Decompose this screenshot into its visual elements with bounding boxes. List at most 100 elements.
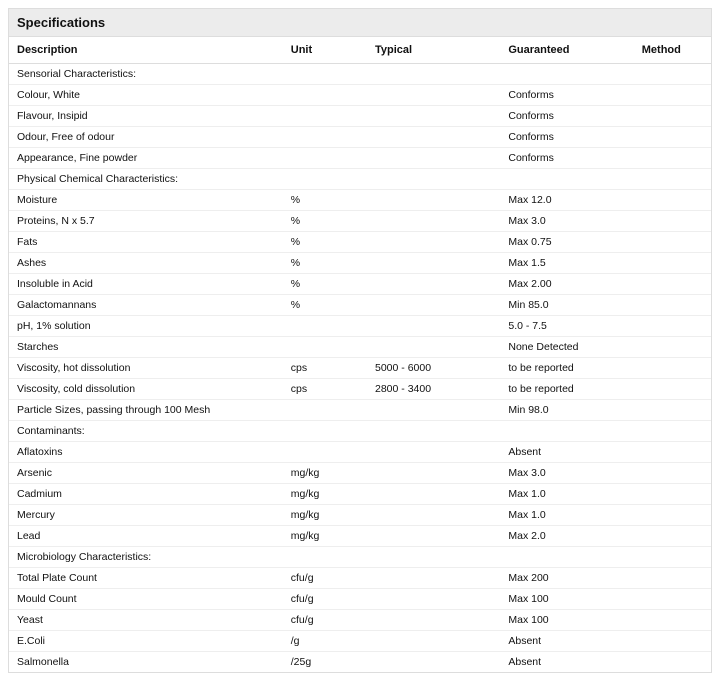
cell-unit: mg/kg — [283, 526, 367, 547]
table-row: Viscosity, hot dissolutioncps5000 - 6000… — [9, 358, 711, 379]
cell-guaranteed: Absent — [500, 652, 633, 673]
cell-guaranteed: Absent — [500, 442, 633, 463]
cell-typical — [367, 85, 500, 106]
cell-unit: mg/kg — [283, 505, 367, 526]
table-row: Galactomannans%Min 85.0 — [9, 295, 711, 316]
table-row: pH, 1% solution 5.0 - 7.5 — [9, 316, 711, 337]
cell-unit — [283, 64, 367, 85]
cell-guaranteed — [500, 64, 633, 85]
cell-typical — [367, 169, 500, 190]
specifications-panel: Specifications Description Unit Typical … — [8, 8, 712, 673]
cell-method — [634, 379, 711, 400]
cell-guaranteed: Max 1.5 — [500, 253, 633, 274]
col-unit: Unit — [283, 37, 367, 64]
cell-typical — [367, 148, 500, 169]
cell-typical — [367, 652, 500, 673]
cell-unit — [283, 421, 367, 442]
cell-description: Proteins, N x 5.7 — [9, 211, 283, 232]
col-method: Method — [634, 37, 711, 64]
cell-description: Contaminants: — [9, 421, 283, 442]
cell-guaranteed: Max 2.00 — [500, 274, 633, 295]
cell-method — [634, 652, 711, 673]
cell-typical — [367, 442, 500, 463]
cell-guaranteed: Conforms — [500, 127, 633, 148]
cell-typical — [367, 589, 500, 610]
cell-guaranteed: Max 0.75 — [500, 232, 633, 253]
cell-description: Viscosity, cold dissolution — [9, 379, 283, 400]
table-row: Colour, WhiteConforms — [9, 85, 711, 106]
cell-method — [634, 463, 711, 484]
cell-description: Salmonella — [9, 652, 283, 673]
table-row: Moisture%Max 12.0 — [9, 190, 711, 211]
cell-method — [634, 316, 711, 337]
cell-description: Odour, Free of odour — [9, 127, 283, 148]
cell-method — [634, 253, 711, 274]
table-row: Sensorial Characteristics: — [9, 64, 711, 85]
table-row: Salmonella/25g Absent — [9, 652, 711, 673]
specifications-table: Description Unit Typical Guaranteed Meth… — [9, 37, 711, 672]
cell-method — [634, 358, 711, 379]
cell-unit — [283, 547, 367, 568]
table-row: Particle Sizes, passing through 100 Mesh… — [9, 400, 711, 421]
cell-guaranteed: Conforms — [500, 85, 633, 106]
cell-unit: cfu/g — [283, 610, 367, 631]
cell-unit: % — [283, 232, 367, 253]
table-row: E.Coli/gAbsent — [9, 631, 711, 652]
cell-description: Starches — [9, 337, 283, 358]
table-row: Ashes%Max 1.5 — [9, 253, 711, 274]
cell-unit — [283, 106, 367, 127]
table-row: Viscosity, cold dissolutioncps2800 - 340… — [9, 379, 711, 400]
cell-typical — [367, 106, 500, 127]
cell-method — [634, 484, 711, 505]
cell-unit — [283, 169, 367, 190]
cell-description: Sensorial Characteristics: — [9, 64, 283, 85]
cell-unit — [283, 127, 367, 148]
cell-method — [634, 442, 711, 463]
cell-method — [634, 232, 711, 253]
cell-guaranteed: 5.0 - 7.5 — [500, 316, 633, 337]
cell-guaranteed: Absent — [500, 631, 633, 652]
cell-description: pH, 1% solution — [9, 316, 283, 337]
cell-method — [634, 337, 711, 358]
cell-typical — [367, 610, 500, 631]
cell-unit — [283, 85, 367, 106]
cell-unit — [283, 148, 367, 169]
table-row: Microbiology Characteristics: — [9, 547, 711, 568]
cell-description: Galactomannans — [9, 295, 283, 316]
cell-typical — [367, 505, 500, 526]
cell-typical — [367, 211, 500, 232]
cell-typical — [367, 316, 500, 337]
cell-method — [634, 106, 711, 127]
cell-unit — [283, 400, 367, 421]
cell-typical — [367, 631, 500, 652]
cell-description: E.Coli — [9, 631, 283, 652]
cell-method — [634, 526, 711, 547]
cell-unit: % — [283, 253, 367, 274]
cell-typical — [367, 253, 500, 274]
cell-unit: % — [283, 295, 367, 316]
cell-unit — [283, 442, 367, 463]
cell-guaranteed: Conforms — [500, 106, 633, 127]
cell-description: Physical Chemical Characteristics: — [9, 169, 283, 190]
cell-method — [634, 64, 711, 85]
cell-description: Mould Count — [9, 589, 283, 610]
cell-description: Total Plate Count — [9, 568, 283, 589]
cell-guaranteed: Min 98.0 — [500, 400, 633, 421]
cell-method — [634, 421, 711, 442]
cell-typical — [367, 526, 500, 547]
cell-method — [634, 148, 711, 169]
cell-typical — [367, 337, 500, 358]
cell-method — [634, 85, 711, 106]
cell-guaranteed: Max 3.0 — [500, 463, 633, 484]
cell-typical — [367, 547, 500, 568]
table-row: Arsenicmg/kgMax 3.0 — [9, 463, 711, 484]
table-row: Cadmiummg/kgMax 1.0 — [9, 484, 711, 505]
table-row: Odour, Free of odour Conforms — [9, 127, 711, 148]
cell-description: Insoluble in Acid — [9, 274, 283, 295]
cell-description: Aflatoxins — [9, 442, 283, 463]
cell-unit: mg/kg — [283, 484, 367, 505]
cell-typical — [367, 421, 500, 442]
table-row: StarchesNone Detected — [9, 337, 711, 358]
cell-unit: % — [283, 190, 367, 211]
cell-unit: /25g — [283, 652, 367, 673]
